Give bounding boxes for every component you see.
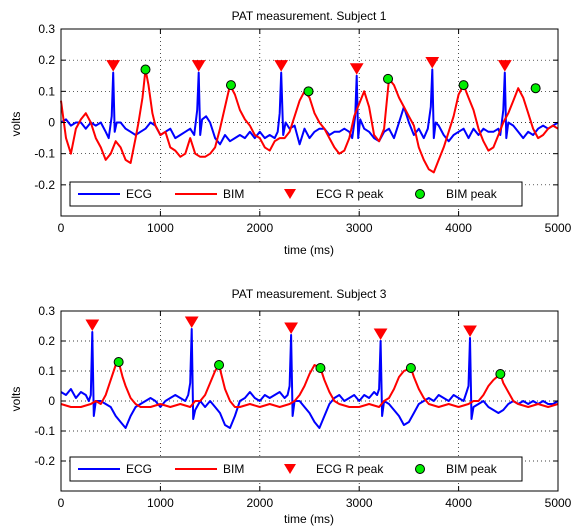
y-tick-label: 0 [48,116,55,130]
x-tick-label: 5000 [545,496,572,510]
bim-peak-marker [303,86,314,97]
bim-peak-marker [225,80,236,91]
legend-label: ECG R peak [316,462,384,476]
bim-peak-marker [405,363,416,373]
x-tick-label: 3000 [346,496,373,510]
y-axis-label: volts [9,112,23,137]
y-tick-label: 0.1 [38,364,55,378]
bim-peak-marker [530,83,541,94]
legend-swatch-triangle [284,464,296,474]
x-tick-label: 0 [58,221,65,235]
legend-swatch-circle [415,464,425,474]
y-tick-label: -0.2 [34,178,55,192]
y-tick-label: 0.3 [38,304,55,318]
ecg-r-peak-marker [106,60,121,72]
ecg-r-peak-marker [184,316,199,328]
y-axis-label: volts [9,387,23,412]
bim-peak-marker [113,357,124,367]
ecg-r-peak-marker [284,322,298,334]
legend-label: ECG [126,462,152,476]
ecg-r-peak-marker [274,60,289,72]
x-tick-label: 1000 [147,221,174,235]
y-tick-label: 0 [48,394,55,408]
bim-peak-marker [214,360,225,370]
legend-label: BIM peak [446,462,498,476]
legend: ECG BIM ECG R peak BIM peak [69,456,523,482]
legend-box [69,456,523,482]
y-tick-label: 0.1 [38,84,55,98]
ecg-r-peak-marker [85,319,100,331]
x-tick-label: 2000 [246,221,273,235]
x-tick-label: 4000 [445,496,472,510]
legend-swatch-circle [415,189,425,199]
legend-swatch-triangle [284,189,296,199]
y-tick-label: -0.1 [34,424,55,438]
x-tick-label: 4000 [445,221,472,235]
ecg-r-peak-marker [191,60,206,72]
ecg-r-peak-marker [373,328,388,340]
legend-label: ECG R peak [316,187,384,201]
chart-title: PAT measurement. Subject 1 [232,9,387,23]
bim-peak-marker [315,363,326,373]
legend-label: BIM [223,187,244,201]
x-tick-label: 0 [58,496,65,510]
y-tick-label: 0.2 [38,53,55,67]
legend-box [69,181,523,207]
y-tick-label: -0.1 [34,147,55,161]
series-line-ecg [60,328,559,429]
series-line-bim [60,361,559,408]
legend-label: BIM peak [446,187,498,201]
ecg-r-peak-marker [349,63,364,75]
x-axis-label: time (ms) [284,243,334,257]
bim-peak-marker [458,80,469,91]
x-tick-label: 3000 [346,221,373,235]
x-tick-label: 1000 [147,496,174,510]
legend: ECG BIM ECG R peak BIM peak [69,181,523,207]
ecg-r-peak-marker [425,57,440,69]
y-tick-label: 0.3 [38,22,55,36]
x-axis-label: time (ms) [284,512,334,526]
bim-peak-marker [495,369,506,379]
series-line-ecg [60,68,559,146]
legend-label: ECG [126,187,152,201]
ecg-r-peak-marker [497,60,512,72]
y-tick-label: -0.2 [34,454,55,468]
y-tick-label: 0.2 [38,334,55,348]
chart-title: PAT measurement. Subject 3 [232,287,387,301]
bim-peak-marker [140,64,151,75]
chart-subject-1: PAT measurement. Subject 1 time (ms) vol… [9,9,572,257]
x-tick-label: 2000 [246,496,273,510]
ecg-r-peak-marker [463,325,477,337]
x-tick-label: 5000 [545,221,572,235]
legend-label: BIM [223,462,244,476]
chart-subject-3: PAT measurement. Subject 3 time (ms) vol… [9,287,572,526]
bim-peak-marker [383,73,394,84]
